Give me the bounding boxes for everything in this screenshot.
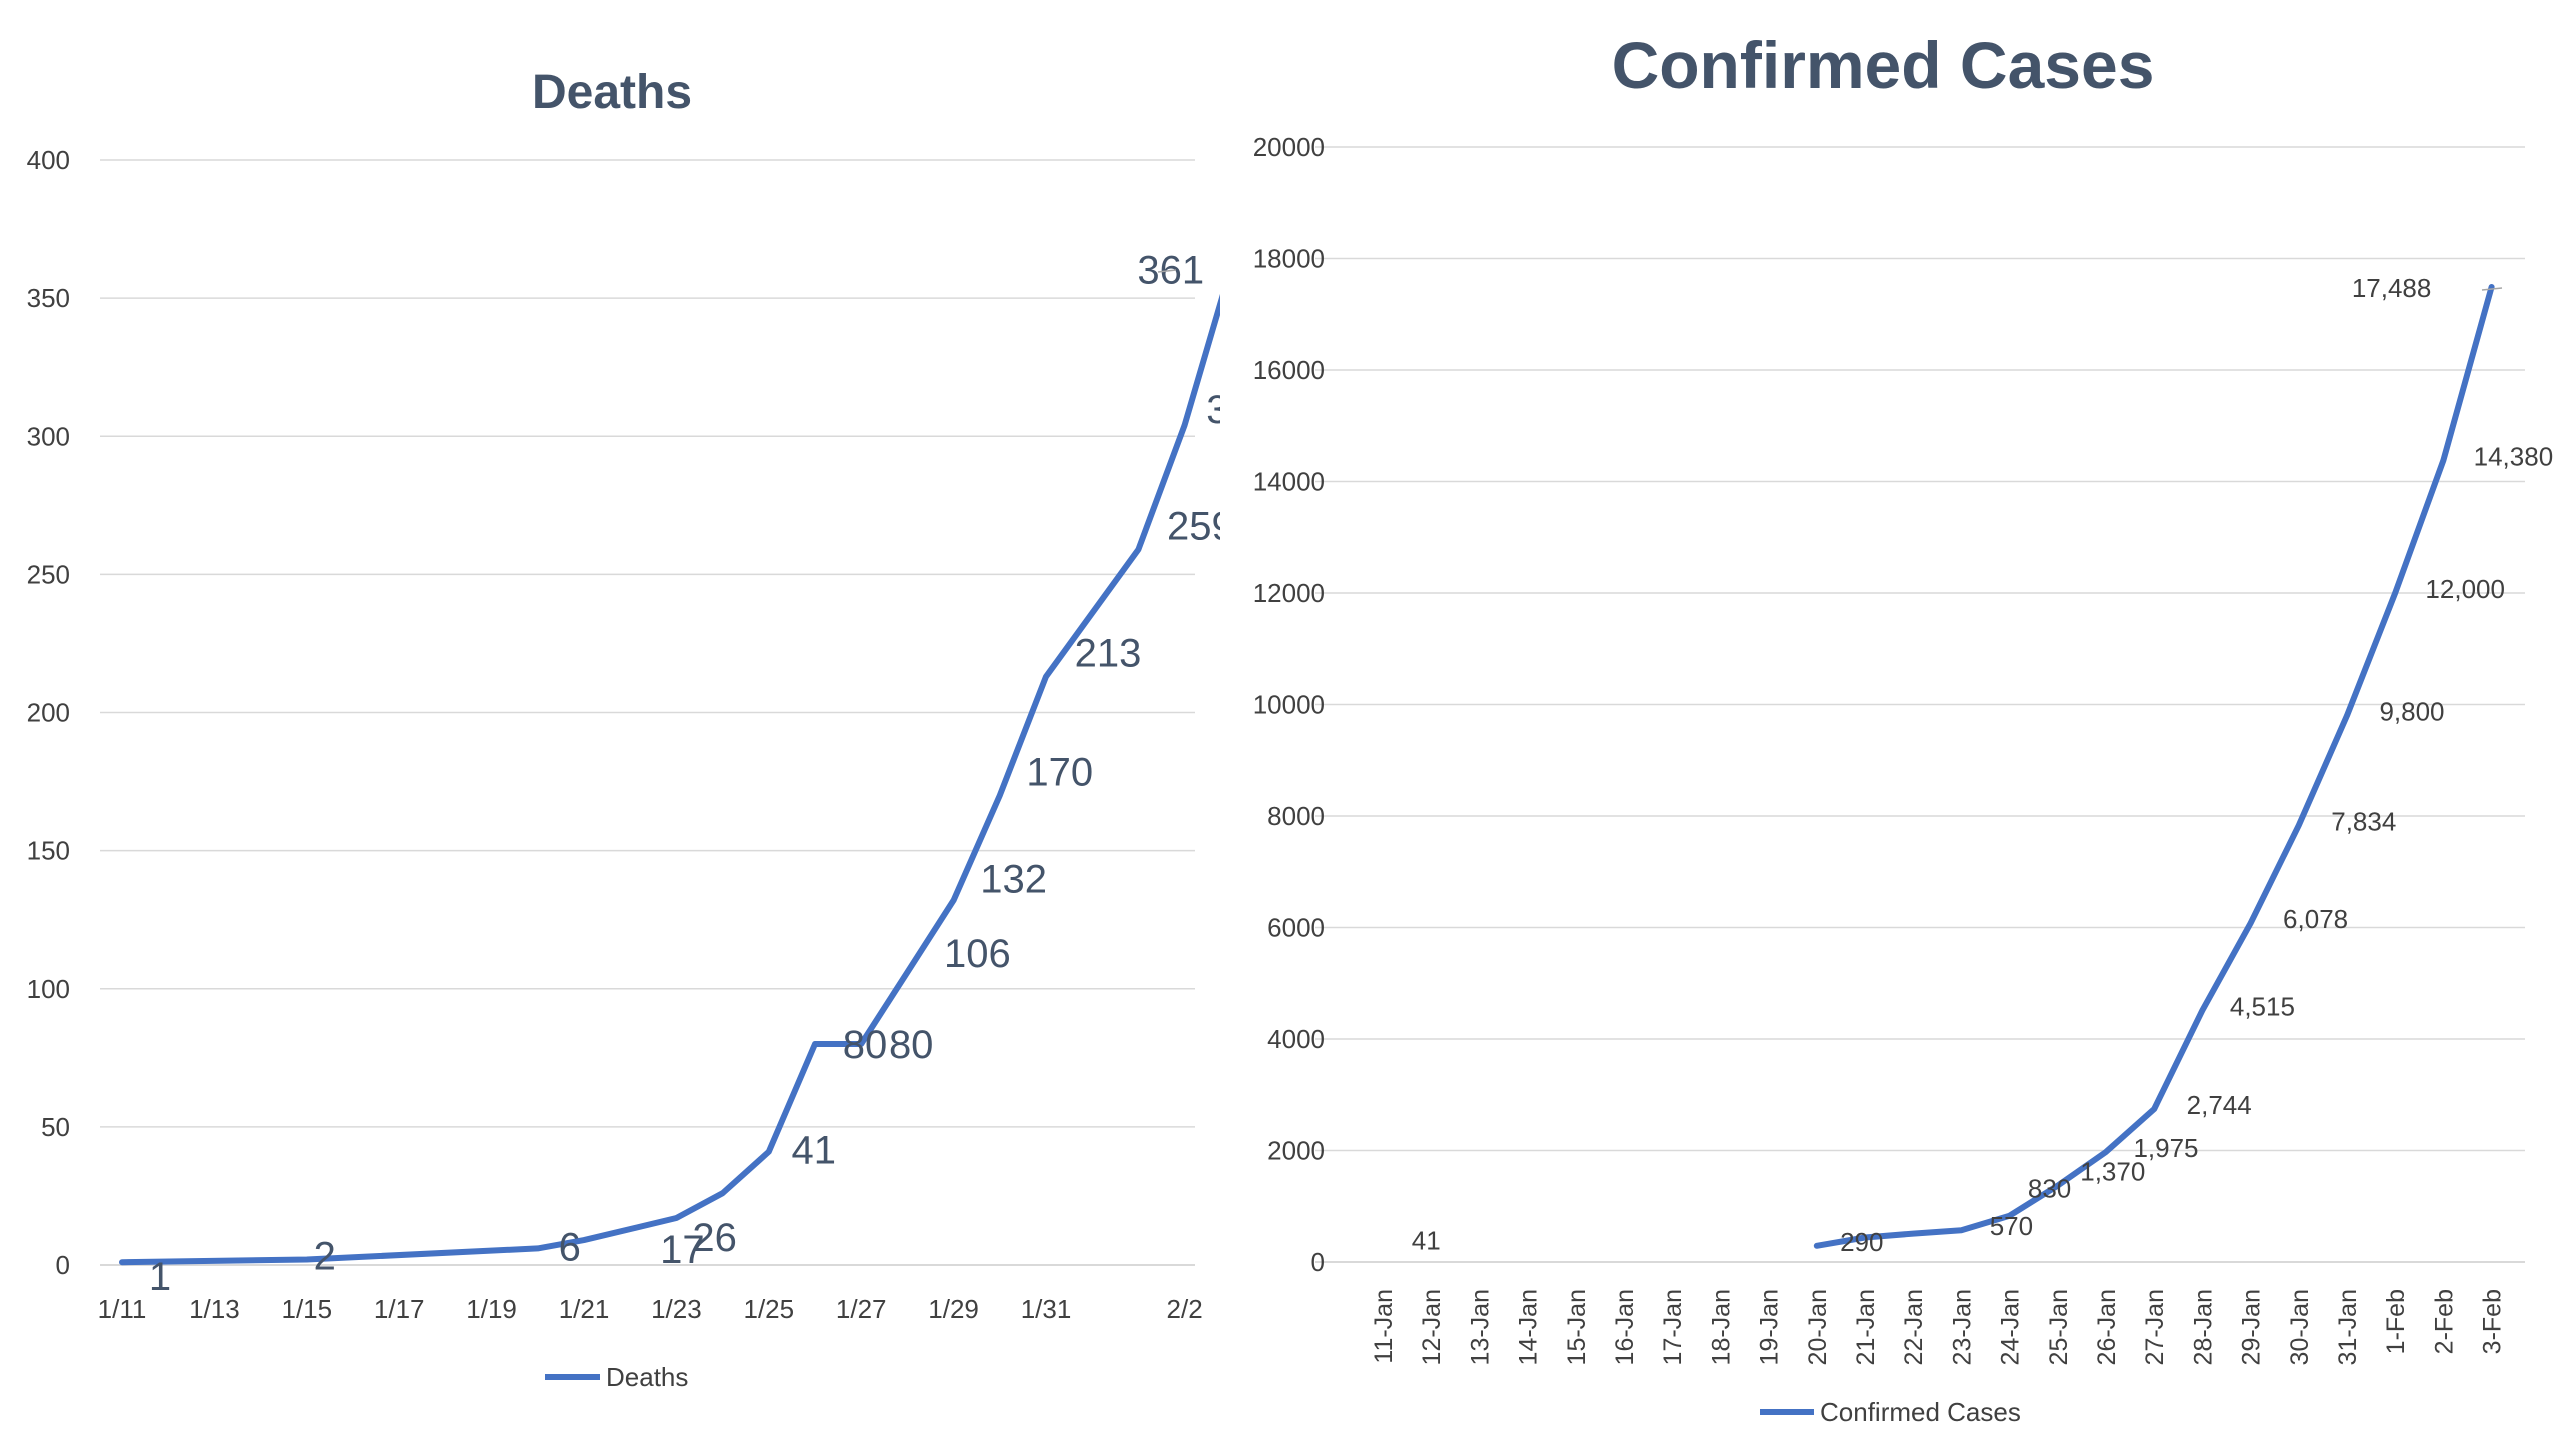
data-label: 7,834 (2331, 806, 2396, 836)
y-tick-label: 2000 (1267, 1136, 1325, 1166)
y-tick-label: 18000 (1253, 244, 1325, 274)
data-label: 170 (1026, 750, 1093, 794)
x-tick-label: 1/21 (559, 1294, 610, 1324)
data-label: 304 (1206, 388, 1220, 432)
y-tick-label: 10000 (1253, 690, 1325, 720)
x-tick-label: 29-Jan (2238, 1289, 2266, 1365)
x-tick-label: 3-Feb (2479, 1289, 2507, 1354)
y-tick-label: 0 (56, 1250, 70, 1280)
x-tick-label: 14-Jan (1515, 1289, 1543, 1365)
data-label: 26 (692, 1216, 737, 1260)
chart-title: Deaths (532, 66, 692, 119)
y-tick-label: 150 (27, 836, 70, 866)
y-tick-label: 100 (27, 974, 70, 1004)
deaths-series-line (119, 293, 1220, 1266)
legend-label: Deaths (606, 1362, 688, 1392)
x-tick-label: 1/15 (281, 1294, 332, 1324)
data-label: 570 (1990, 1211, 2033, 1241)
chart-title: Confirmed Cases (1612, 28, 2155, 102)
leader-line (1157, 269, 1177, 273)
data-label: 1 (149, 1255, 171, 1299)
y-tick-label: 0 (1311, 1247, 1325, 1277)
deaths-chart: Deaths 0 50 100 150 200 250 300 350 400 1/11 1/13 1/… (0, 0, 1220, 1440)
confirmed-cases-chart-svg: Confirmed Cases 0 2000 4000 6000 8000 10000 120… (1253, 28, 2554, 1427)
y-tick-label: 20000 (1253, 132, 1325, 162)
data-label: 132 (980, 857, 1047, 901)
data-label: 213 (1075, 632, 1142, 676)
x-tick-label: 11-Jan (1370, 1289, 1398, 1364)
data-label: 1,370 (2080, 1157, 2145, 1187)
x-tick-label: 20-Jan (1804, 1289, 1832, 1365)
x-tick-label: 30-Jan (2286, 1289, 2314, 1365)
data-label: 6 (559, 1225, 581, 1269)
x-tick-label: 2-Feb (2430, 1289, 2458, 1354)
x-tick-label: 21-Jan (1852, 1289, 1880, 1365)
leader-line (2481, 287, 2503, 291)
x-tick-label: 13-Jan (1466, 1289, 1494, 1365)
data-label: 80 (889, 1023, 934, 1067)
data-label: 17,488 (2352, 273, 2432, 303)
x-tick-label: 28-Jan (2189, 1289, 2217, 1365)
data-label: 41 (792, 1129, 837, 1173)
data-label: 80 (843, 1023, 888, 1067)
data-label: 14,380 (2474, 441, 2554, 471)
x-tick-label: 1/23 (651, 1294, 702, 1324)
data-label: 290 (1840, 1227, 1883, 1257)
x-tick-label: 1/27 (836, 1294, 887, 1324)
data-label: 9,800 (2379, 697, 2444, 727)
data-label: 2 (314, 1234, 336, 1278)
x-tick-label: 25-Jan (2045, 1289, 2073, 1365)
x-tick-label: 1/17 (374, 1294, 425, 1324)
data-label: 12,000 (2425, 574, 2505, 604)
data-label: 830 (2028, 1174, 2071, 1204)
y-tick-label: 4000 (1267, 1024, 1325, 1054)
y-tick-label: 300 (27, 421, 70, 451)
y-tick-label: 12000 (1253, 578, 1325, 608)
confirmed-cases-series-line (1813, 284, 2495, 1249)
deaths-chart-svg: Deaths 0 50 100 150 200 250 300 350 400 1/11 1/13 1/… (27, 66, 1220, 1392)
x-tick-label: 17-Jan (1659, 1289, 1687, 1365)
y-tick-label: 50 (41, 1112, 70, 1142)
y-tick-label: 250 (27, 559, 70, 589)
x-tick-label: 15-Jan (1563, 1289, 1591, 1365)
legend-label: Confirmed Cases (1820, 1397, 2021, 1427)
data-label: 17 (660, 1228, 705, 1272)
y-tick-label: 200 (27, 698, 70, 728)
x-tick-label: 1/13 (189, 1294, 240, 1324)
y-tick-label: 14000 (1253, 467, 1325, 497)
x-tick-label: 31-Jan (2334, 1289, 2362, 1365)
x-tick-label: 26-Jan (2093, 1289, 2121, 1365)
data-label: 4,515 (2230, 991, 2295, 1021)
y-tick-label: 16000 (1253, 355, 1325, 385)
y-tick-label: 8000 (1267, 801, 1325, 831)
x-tick-label: 1/31 (1021, 1294, 1072, 1324)
x-tick-label: 22-Jan (1900, 1289, 1928, 1365)
x-tick-label: 18-Jan (1707, 1289, 1735, 1365)
data-label: 1,975 (2133, 1133, 2198, 1163)
x-tick-label: 1/25 (743, 1294, 794, 1324)
x-tick-label: 16-Jan (1611, 1289, 1639, 1365)
data-label: 41 (1412, 1226, 1441, 1256)
confirmed-cases-chart: Confirmed Cases 0 2000 4000 6000 8000 10000 120… (1220, 0, 2560, 1440)
y-tick-label: 400 (27, 145, 70, 175)
y-tick-label: 350 (27, 283, 70, 313)
x-tick-label: 2/2 (1167, 1294, 1203, 1324)
data-label: 259 (1167, 505, 1220, 549)
x-tick-label: 1-Feb (2382, 1289, 2410, 1354)
x-tick-label: 1/11 (98, 1294, 147, 1324)
x-tick-label: 27-Jan (2141, 1289, 2169, 1365)
x-tick-label: 24-Jan (1997, 1289, 2025, 1365)
y-tick-label: 6000 (1267, 913, 1325, 943)
x-tick-label: 19-Jan (1756, 1289, 1784, 1365)
x-tick-label: 1/29 (928, 1294, 979, 1324)
x-tick-label: 23-Jan (1948, 1289, 1976, 1365)
x-tick-label: 1/19 (466, 1294, 517, 1324)
data-label: 106 (944, 932, 1011, 976)
data-label: 6,078 (2283, 904, 2348, 934)
x-tick-label: 12-Jan (1418, 1289, 1446, 1365)
data-label: 2,744 (2187, 1090, 2252, 1120)
